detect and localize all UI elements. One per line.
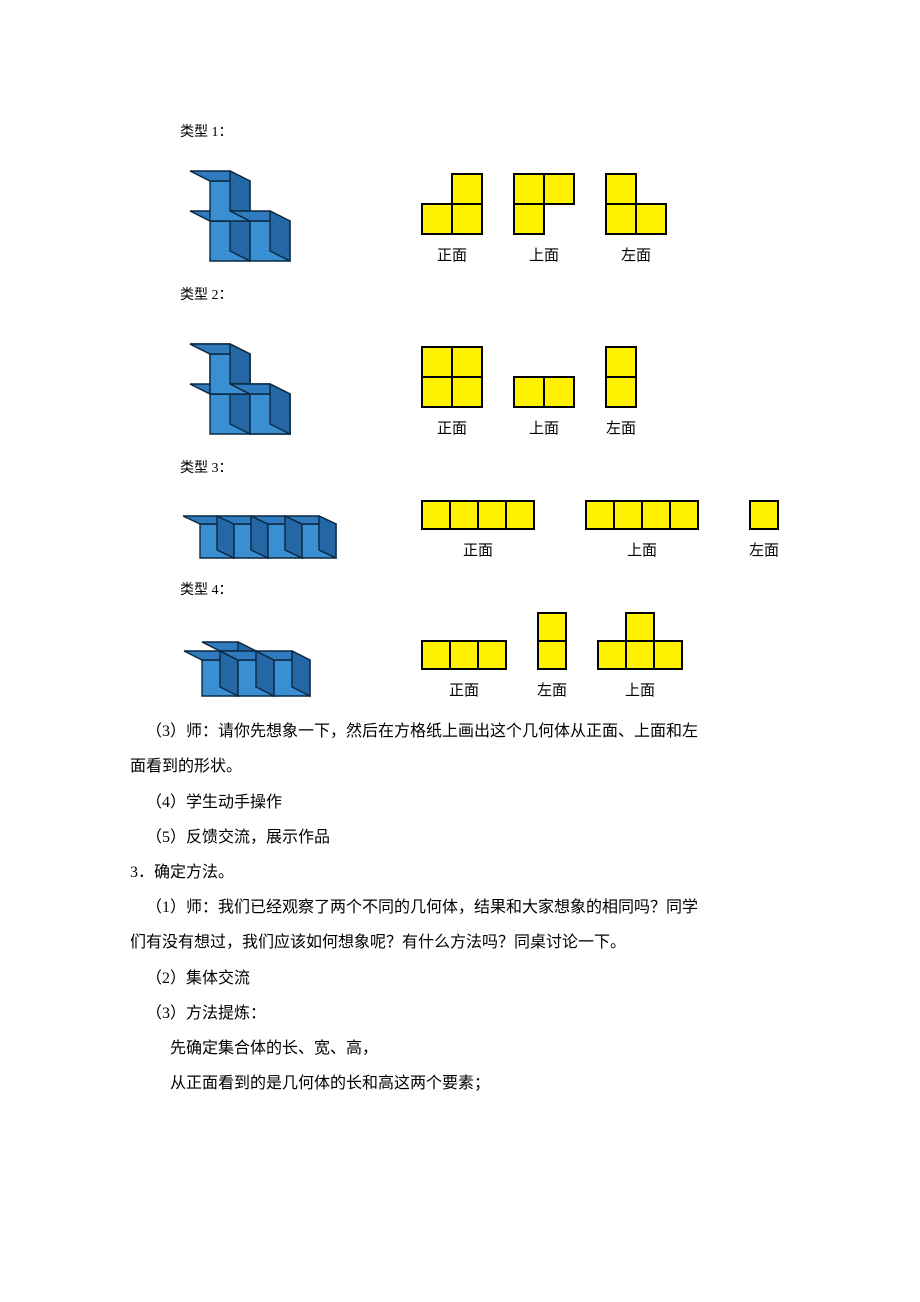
figure-row: 正面 上面 左面 — [180, 488, 790, 568]
view-column: 正面 — [420, 639, 508, 708]
body-line: （5）反馈交流，展示作品 — [130, 820, 790, 855]
view-label: 正面 — [437, 240, 467, 273]
views-wrap: 正面 上面 左面 — [420, 499, 790, 568]
view-label: 上面 — [627, 535, 657, 568]
iso-cube-svg — [180, 488, 400, 568]
view-grid-svg — [748, 499, 780, 531]
view-label: 上面 — [529, 240, 559, 273]
iso-wrap — [180, 488, 420, 568]
view-label: 左面 — [606, 413, 636, 446]
iso-cube-svg — [180, 316, 380, 446]
view-label: 左面 — [537, 675, 567, 708]
iso-wrap — [180, 618, 420, 708]
body-line: 3．确定方法。 — [130, 855, 790, 890]
view-label: 正面 — [437, 413, 467, 446]
type-label: 类型 3： — [180, 454, 790, 485]
figure-row: 正面 上面 左面 — [180, 316, 790, 446]
body-line: （4）学生动手操作 — [130, 785, 790, 820]
view-column: 左面 — [604, 172, 668, 273]
view-grid-svg — [420, 172, 484, 236]
view-grid-svg — [596, 611, 684, 671]
view-grid-svg — [512, 172, 576, 236]
view-column: 正面 — [420, 172, 484, 273]
iso-wrap — [180, 316, 420, 446]
view-column: 上面 — [596, 611, 684, 708]
view-column: 上面 — [512, 375, 576, 446]
view-column: 正面 — [420, 345, 484, 446]
body-line: （3）师：请你先想象一下，然后在方格纸上画出这个几何体从正面、上面和左 — [130, 714, 790, 749]
view-column: 左面 — [604, 345, 638, 446]
view-grid-svg — [420, 639, 508, 671]
views-wrap: 正面 左面 上面 — [420, 611, 790, 708]
body-line: （2）集体交流 — [130, 961, 790, 996]
type-label: 类型 1： — [180, 118, 790, 149]
type-label: 类型 4： — [180, 576, 790, 607]
view-label: 正面 — [449, 675, 479, 708]
body-line: （1）师：我们已经观察了两个不同的几何体，结果和大家想象的相同吗？同学 — [130, 890, 790, 925]
view-grid-svg — [584, 499, 700, 531]
views-wrap: 正面 上面 左面 — [420, 172, 790, 273]
view-grid-svg — [420, 499, 536, 531]
view-grid-svg — [604, 172, 668, 236]
view-column: 正面 — [420, 499, 536, 568]
view-label: 左面 — [621, 240, 651, 273]
figure-row: 正面 左面 上面 — [180, 611, 790, 708]
view-label: 上面 — [529, 413, 559, 446]
figures-container: 类型 1：正面上面左面类型 2：正面上面左面类型 3：正面上面左面类型 4：正面… — [130, 118, 790, 708]
body-line: 先确定集合体的长、宽、高， — [170, 1031, 790, 1066]
body-line: 从正面看到的是几何体的长和高这两个要素； — [170, 1066, 790, 1101]
view-grid-svg — [420, 345, 484, 409]
figure-row: 正面 上面 左面 — [180, 153, 790, 273]
text-container: （3）师：请你先想象一下，然后在方格纸上画出这个几何体从正面、上面和左面看到的形… — [130, 714, 790, 1101]
iso-cube-svg — [180, 618, 400, 708]
view-column: 上面 — [584, 499, 700, 568]
view-column: 左面 — [748, 499, 780, 568]
view-label: 正面 — [463, 535, 493, 568]
type-label: 类型 2： — [180, 281, 790, 312]
views-wrap: 正面 上面 左面 — [420, 345, 790, 446]
iso-cube-svg — [180, 153, 360, 273]
iso-wrap — [180, 153, 420, 273]
body-line: 面看到的形状。 — [130, 749, 790, 784]
view-grid-svg — [604, 345, 638, 409]
view-label: 上面 — [625, 675, 655, 708]
view-grid-svg — [512, 375, 576, 409]
view-column: 上面 — [512, 172, 576, 273]
page-root: 类型 1：正面上面左面类型 2：正面上面左面类型 3：正面上面左面类型 4：正面… — [0, 0, 920, 1181]
view-grid-svg — [536, 611, 568, 671]
body-line: （3）方法提炼： — [130, 996, 790, 1031]
view-column: 左面 — [536, 611, 568, 708]
body-line: 们有没有想过，我们应该如何想象呢？有什么方法吗？同桌讨论一下。 — [130, 925, 790, 960]
view-label: 左面 — [749, 535, 779, 568]
